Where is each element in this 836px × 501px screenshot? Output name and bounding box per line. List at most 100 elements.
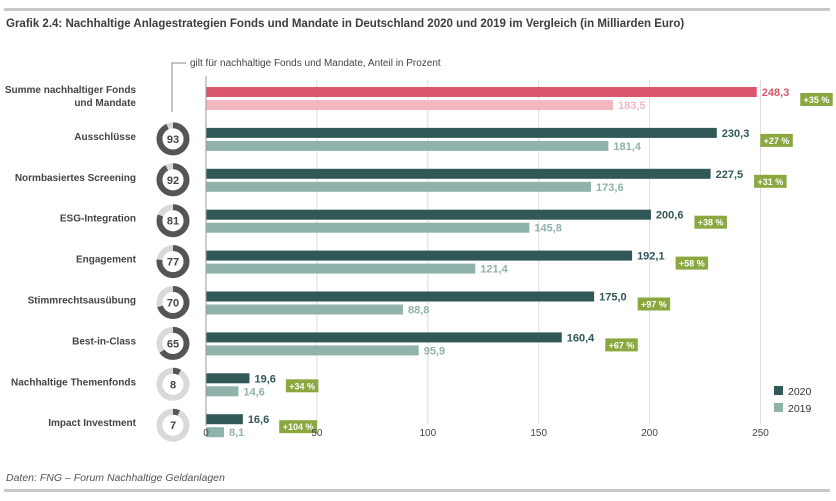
bar-2020 xyxy=(206,87,757,97)
bar-2019 xyxy=(206,100,614,110)
category-label: Stimmrechtsausübung xyxy=(28,296,136,307)
share-donut-center xyxy=(162,169,184,191)
value-label-2019: 173,6 xyxy=(596,182,624,194)
share-donuts: 93 92 81 77 70 65 8 7 xyxy=(156,122,190,442)
value-label-2020: 175,0 xyxy=(599,292,627,304)
share-donut-center xyxy=(162,128,184,150)
growth-badge xyxy=(637,297,671,311)
growth-badge-label: +27 % xyxy=(764,136,790,146)
value-label-2019: 121,4 xyxy=(480,264,508,276)
share-donut-label: 77 xyxy=(167,257,179,269)
share-note: gilt für nachhaltige Fonds und Mandate, … xyxy=(171,58,441,112)
bar-2019 xyxy=(206,345,419,356)
share-donut-arc xyxy=(156,286,190,319)
share-donut-arc xyxy=(156,122,190,156)
bar-2019 xyxy=(206,181,592,192)
value-label-2019: 14,6 xyxy=(243,386,264,398)
value-label-2020: 192,1 xyxy=(637,251,665,263)
growth-badge xyxy=(694,215,727,229)
category-label: Summe nachhaltiger Fonds xyxy=(5,85,137,96)
share-donut-center xyxy=(162,292,184,313)
x-tick-label: 0 xyxy=(203,428,209,439)
share-note-bracket xyxy=(171,62,186,112)
x-tick-label: 100 xyxy=(419,428,436,439)
value-label-2019: 183,5 xyxy=(618,100,646,112)
growth-badge xyxy=(800,93,833,106)
growth-badge-label: +31 % xyxy=(757,177,783,187)
share-donut-arc xyxy=(156,326,190,360)
bar-2020 xyxy=(206,250,633,261)
category-labels: Summe nachhaltiger Fonds und Mandate Aussc… xyxy=(5,85,137,429)
share-donut-arc xyxy=(156,204,190,238)
share-donut-label: 92 xyxy=(167,175,179,187)
share-donut-arc xyxy=(156,408,190,442)
top-rule xyxy=(4,8,830,11)
bars xyxy=(206,87,757,438)
growth-badge-label: +38 % xyxy=(698,218,724,228)
source-note: Daten: FNG – Forum Nachhaltige Geldanlag… xyxy=(6,472,225,484)
growth-badge-label: +35 % xyxy=(804,95,830,105)
share-donut-label: 93 xyxy=(167,134,179,146)
legend-swatch-2020 xyxy=(774,386,783,395)
bar-2019 xyxy=(206,304,403,315)
growth-badge xyxy=(754,174,787,188)
growth-badge-label: +97 % xyxy=(641,300,667,310)
chart-title: Grafik 2.4: Nachhaltige Anlagestrategien… xyxy=(6,18,685,30)
share-donut-center xyxy=(162,251,184,273)
value-label-2019: 145,8 xyxy=(534,223,562,235)
value-label-2020: 227,5 xyxy=(716,169,744,181)
growth-badge xyxy=(605,338,638,352)
value-label-2019: 8,1 xyxy=(229,427,244,439)
share-donut-label: 8 xyxy=(170,379,176,391)
x-tick-label: 200 xyxy=(641,428,658,439)
share-donut-label: 7 xyxy=(170,420,176,432)
value-label-2020: 230,3 xyxy=(722,128,750,140)
growth-badge-label: +104 % xyxy=(283,422,314,432)
value-label-2020: 248,3 xyxy=(762,87,790,99)
value-labels: 248,3 183,5 230,3 181,4 227,5 173,6 200,6 145,8… xyxy=(229,87,789,439)
category-label: Best-in-Class xyxy=(72,336,136,347)
bar-2020 xyxy=(206,127,717,138)
x-tick-label: 150 xyxy=(530,428,547,439)
bar-2019 xyxy=(206,263,476,274)
value-label-2019: 88,8 xyxy=(408,305,429,317)
bar-2020 xyxy=(206,373,250,384)
share-donut-center xyxy=(162,373,184,395)
bar-2020 xyxy=(206,291,595,302)
growth-badge-label: +34 % xyxy=(289,381,315,391)
growth-badge xyxy=(279,420,318,434)
growth-badge xyxy=(675,256,709,270)
value-label-2020: 160,4 xyxy=(567,332,595,344)
category-label: und Mandate xyxy=(74,98,136,109)
x-axis: 0 50 100 150 200 250 xyxy=(203,76,769,439)
share-donut-arc xyxy=(156,245,190,279)
legend-label-2020: 2020 xyxy=(788,386,812,398)
bar-2019 xyxy=(206,427,224,438)
value-label-2020: 19,6 xyxy=(254,373,275,385)
value-label-2020: 200,6 xyxy=(656,210,684,222)
share-note-text: gilt für nachhaltige Fonds und Mandate, … xyxy=(190,58,441,69)
value-label-2020: 16,6 xyxy=(248,414,269,426)
share-donut-label: 70 xyxy=(167,298,179,310)
category-label: ESG-Integration xyxy=(60,214,136,225)
growth-badge xyxy=(760,133,793,147)
category-label: Nachhaltige Themenfonds xyxy=(11,377,136,388)
legend-label-2019: 2019 xyxy=(788,403,812,415)
category-label: Impact Investment xyxy=(48,418,136,429)
bar-2020 xyxy=(206,332,562,343)
legend-swatch-2019 xyxy=(774,403,783,412)
category-label: Ausschlüsse xyxy=(74,132,136,143)
growth-badge-label: +58 % xyxy=(679,259,705,269)
growth-badges: +35 % +27 % +31 % +38 % +58 % +97 % +67 % +34 %… xyxy=(279,93,833,434)
growth-badge xyxy=(285,379,319,393)
share-donut-center xyxy=(162,414,184,436)
x-tick-label: 250 xyxy=(752,428,769,439)
bar-2019 xyxy=(206,386,239,397)
bar-2020 xyxy=(206,414,243,425)
share-donut-label: 65 xyxy=(167,338,179,350)
bottom-rule xyxy=(4,489,830,492)
bar-2020 xyxy=(206,168,711,179)
share-donut-label: 81 xyxy=(167,216,179,228)
bar-2020 xyxy=(206,209,651,220)
